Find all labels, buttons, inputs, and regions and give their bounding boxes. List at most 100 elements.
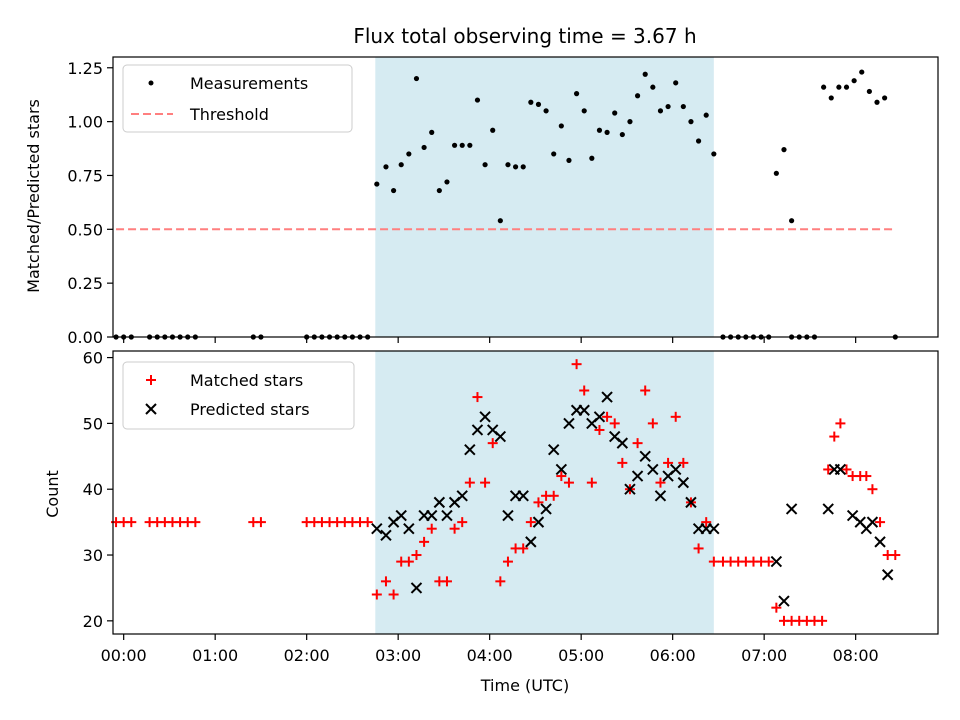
predicted-stars-point bbox=[593, 411, 606, 423]
matched-stars-point bbox=[556, 471, 567, 482]
matched-stars-point bbox=[594, 424, 605, 435]
matched-stars-point bbox=[411, 550, 422, 561]
measurement-point bbox=[383, 164, 389, 170]
measurement-point bbox=[573, 91, 580, 97]
measurement-point bbox=[482, 162, 488, 168]
measurement-point bbox=[859, 69, 865, 75]
predicted-stars-point bbox=[778, 595, 790, 607]
predicted-stars-point bbox=[395, 509, 407, 522]
predicted-stars-point bbox=[874, 536, 886, 548]
measurement-point bbox=[673, 80, 679, 86]
measurement-point bbox=[688, 119, 694, 125]
measurement-point bbox=[711, 151, 717, 157]
measurement-point bbox=[836, 84, 842, 90]
chart-title: Flux total observing time = 3.67 h bbox=[353, 24, 696, 48]
matched-stars-point bbox=[617, 457, 628, 468]
matched-stars-point bbox=[502, 556, 513, 567]
measurement-point bbox=[665, 103, 671, 110]
predicted-stars-point bbox=[380, 529, 392, 541]
matched-stars-point bbox=[487, 438, 498, 449]
matched-stars-point bbox=[829, 431, 840, 442]
matched-stars-point bbox=[655, 477, 666, 488]
y-tick-label: 50 bbox=[83, 414, 103, 433]
predicted-stars-point bbox=[494, 430, 507, 443]
measurement-point bbox=[467, 142, 473, 148]
matched-stars-point bbox=[670, 411, 681, 422]
predicted-stars-point bbox=[471, 424, 484, 436]
measurement-point bbox=[596, 127, 603, 133]
flux-ratio-panel: 0.00 0.25 0.50 0.75 1.00 1.25 Flux total obse… bbox=[24, 24, 939, 347]
matched-stars-point bbox=[579, 385, 590, 396]
predicted-stars-point bbox=[548, 444, 560, 456]
matched-stars-point bbox=[817, 615, 828, 626]
predicted-stars-point bbox=[654, 490, 667, 502]
matched-stars-point bbox=[861, 471, 872, 482]
measurement-point bbox=[866, 88, 872, 95]
y-tick-label: 0.00 bbox=[67, 328, 103, 347]
bottom-x-ticks: 00:00 01:00 02:00 03:00 04:00 05:00 06:00 07:00… bbox=[101, 634, 879, 665]
x-axis-label: Time (UTC) bbox=[480, 676, 569, 695]
predicted-stars-point bbox=[601, 391, 613, 403]
matched-stars-point bbox=[678, 457, 689, 468]
matched-stars-point bbox=[190, 517, 201, 528]
predicted-stars-point bbox=[563, 417, 575, 430]
measurement-point bbox=[604, 129, 610, 135]
matched-stars-point bbox=[403, 556, 414, 567]
bottom-y-axis-label: Count bbox=[43, 470, 62, 518]
predicted-stars-point bbox=[410, 582, 423, 594]
legend-predicted-label: Predicted stars bbox=[190, 400, 310, 419]
predicted-stars-point bbox=[371, 522, 383, 535]
measurement-point bbox=[520, 164, 526, 170]
measurement-point bbox=[543, 108, 549, 114]
measurement-point bbox=[612, 110, 618, 116]
predicted-stars-point bbox=[708, 522, 720, 535]
predicted-stars-point bbox=[866, 516, 879, 528]
matched-stars-point bbox=[388, 589, 399, 600]
x-tick-label: 00:00 bbox=[101, 646, 147, 665]
measurement-point bbox=[558, 123, 564, 129]
predicted-stars-point bbox=[670, 463, 682, 476]
measurement-point bbox=[505, 162, 511, 168]
measurement-point bbox=[566, 157, 572, 163]
matched-stars-point bbox=[663, 457, 674, 468]
matched-stars-point bbox=[426, 523, 437, 534]
measurement-point bbox=[619, 131, 625, 138]
matched-stars-point bbox=[548, 490, 559, 501]
top-legend: Measurements Threshold bbox=[122, 64, 353, 133]
measurement-point bbox=[882, 95, 888, 101]
predicted-stars-point bbox=[555, 463, 568, 476]
predicted-stars-point bbox=[685, 496, 697, 509]
measurement-point bbox=[851, 78, 857, 84]
measurement-point bbox=[413, 75, 420, 82]
measurement-point bbox=[821, 84, 827, 90]
bottom-legend: Matched stars Predicted stars bbox=[122, 361, 355, 430]
measurement-point bbox=[581, 108, 587, 114]
top-axes-frame bbox=[112, 56, 939, 338]
measurement-point bbox=[512, 164, 519, 170]
x-tick-label: 02:00 bbox=[284, 646, 330, 665]
measurement-point bbox=[828, 95, 834, 101]
x-tick-label: 04:00 bbox=[467, 646, 513, 665]
measurement-point bbox=[421, 144, 427, 151]
predicted-stars-point bbox=[426, 509, 438, 522]
matched-stars-point bbox=[457, 517, 468, 528]
measurement-point bbox=[695, 138, 702, 144]
legend-measurements-marker bbox=[148, 80, 154, 86]
x-tick-label: 06:00 bbox=[650, 646, 696, 665]
y-tick-label: 30 bbox=[83, 546, 103, 565]
matched-stars-point bbox=[841, 464, 852, 475]
matched-stars-point bbox=[371, 589, 382, 600]
matched-stars-point bbox=[640, 385, 651, 396]
measurement-point bbox=[398, 162, 404, 168]
predicted-stars-point bbox=[540, 503, 552, 515]
y-tick-label: 60 bbox=[83, 349, 103, 368]
legend-predicted-marker bbox=[145, 403, 157, 415]
y-tick-label: 1.00 bbox=[67, 113, 103, 132]
measurement-point bbox=[429, 129, 435, 135]
matched-stars-point bbox=[632, 438, 643, 449]
star-count-marks bbox=[111, 359, 901, 626]
predicted-stars-point bbox=[616, 437, 629, 449]
bottom-y-ticks: 20 30 40 50 60 bbox=[83, 349, 113, 631]
bottom-legend-box bbox=[122, 361, 355, 430]
